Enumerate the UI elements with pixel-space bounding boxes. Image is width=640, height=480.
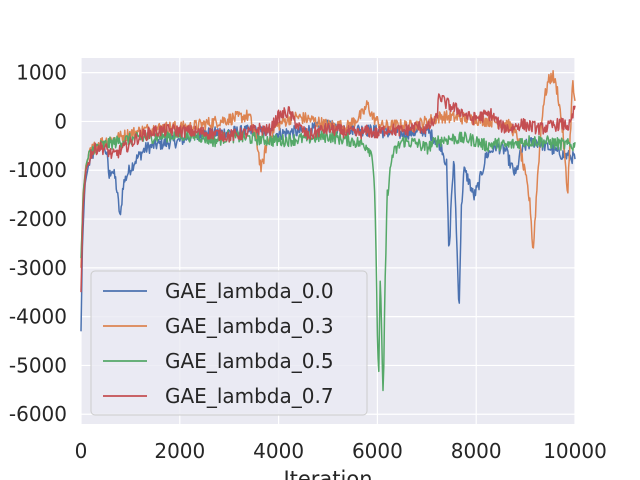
series-line-gae-lambda-0-5 xyxy=(80,128,576,392)
x-tick-label: 0 xyxy=(75,439,88,463)
x-axis-label: Iteration xyxy=(283,467,372,480)
y-tick-label: -6000 xyxy=(9,402,67,426)
y-tick-label: -1000 xyxy=(9,158,67,182)
y-tick-label: 0 xyxy=(54,109,67,133)
y-tick-label: -4000 xyxy=(9,305,67,329)
legend-label: GAE_lambda_0.5 xyxy=(165,349,334,373)
legend-frame xyxy=(90,270,368,416)
x-tick-label: 2000 xyxy=(154,439,205,463)
y-tick-label: -5000 xyxy=(9,353,67,377)
x-tick-label: 8000 xyxy=(451,439,502,463)
x-tick-label: 4000 xyxy=(253,439,304,463)
y-tick-label: -3000 xyxy=(9,256,67,280)
x-tick-label: 6000 xyxy=(352,439,403,463)
legend-label: GAE_lambda_0.7 xyxy=(165,384,334,408)
y-tick-label: -2000 xyxy=(9,207,67,231)
legend: GAE_lambda_0.0 GAE_lambda_0.3 GAE_lambda_0… xyxy=(90,270,368,416)
x-axis-ticks: 0 2000 4000 6000 8000 10000 xyxy=(75,439,607,463)
y-tick-label: 1000 xyxy=(16,61,67,85)
legend-label: GAE_lambda_0.3 xyxy=(165,314,334,338)
series-lines xyxy=(80,69,576,392)
y-axis-ticks: 1000 0 -1000 -2000 -3000 -4000 -5000 -6000 xyxy=(9,61,67,427)
series-line-gae-lambda-0-7 xyxy=(80,93,576,293)
legend-label: GAE_lambda_0.0 xyxy=(165,279,334,303)
x-tick-label: 10000 xyxy=(543,439,607,463)
